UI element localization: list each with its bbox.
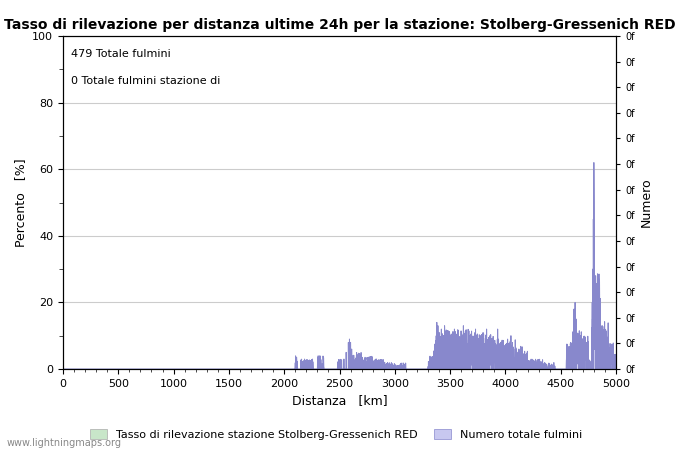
Y-axis label: Percento   [%]: Percento [%] bbox=[14, 158, 27, 247]
Title: Tasso di rilevazione per distanza ultime 24h per la stazione: Stolberg-Gressenic: Tasso di rilevazione per distanza ultime… bbox=[4, 18, 676, 32]
X-axis label: Distanza   [km]: Distanza [km] bbox=[292, 394, 387, 407]
Y-axis label: Numero: Numero bbox=[640, 178, 653, 227]
Text: 0 Totale fulmini stazione di: 0 Totale fulmini stazione di bbox=[71, 76, 220, 86]
Text: www.lightningmaps.org: www.lightningmaps.org bbox=[7, 438, 122, 448]
Legend: Tasso di rilevazione stazione Stolberg-Gressenich RED, Numero totale fulmini: Tasso di rilevazione stazione Stolberg-G… bbox=[85, 425, 587, 445]
Text: 479 Totale fulmini: 479 Totale fulmini bbox=[71, 50, 171, 59]
